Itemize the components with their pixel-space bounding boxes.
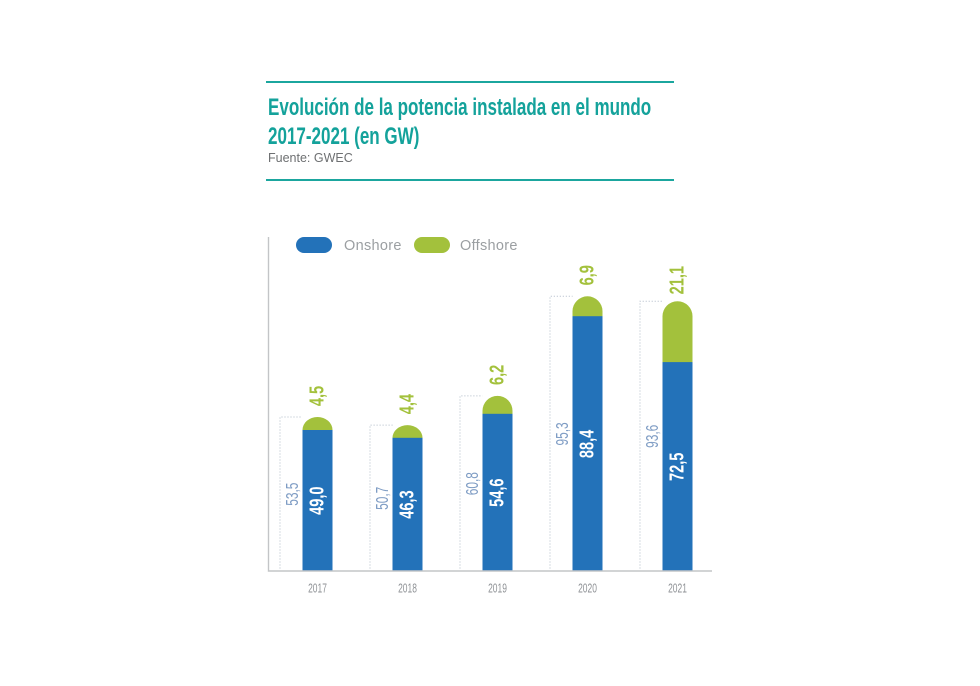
- svg-text:72,5: 72,5: [665, 452, 688, 481]
- svg-text:4,5: 4,5: [305, 386, 328, 407]
- svg-text:2018: 2018: [398, 582, 417, 596]
- svg-text:21,1: 21,1: [665, 266, 688, 295]
- svg-text:95,3: 95,3: [553, 422, 573, 445]
- svg-text:88,4: 88,4: [575, 429, 598, 458]
- svg-text:49,0: 49,0: [305, 486, 328, 515]
- svg-text:53,5: 53,5: [283, 483, 303, 506]
- svg-text:4,4: 4,4: [395, 394, 418, 415]
- svg-text:54,6: 54,6: [485, 478, 508, 507]
- svg-text:6,9: 6,9: [575, 265, 598, 286]
- svg-text:2021: 2021: [668, 582, 687, 596]
- svg-text:50,7: 50,7: [373, 487, 393, 510]
- svg-text:93,6: 93,6: [643, 425, 663, 448]
- svg-text:60,8: 60,8: [463, 472, 483, 495]
- svg-text:2019: 2019: [488, 582, 507, 596]
- svg-text:46,3: 46,3: [395, 490, 418, 519]
- svg-text:2020: 2020: [578, 582, 597, 596]
- svg-text:6,2: 6,2: [485, 365, 508, 386]
- svg-text:2017: 2017: [308, 582, 327, 596]
